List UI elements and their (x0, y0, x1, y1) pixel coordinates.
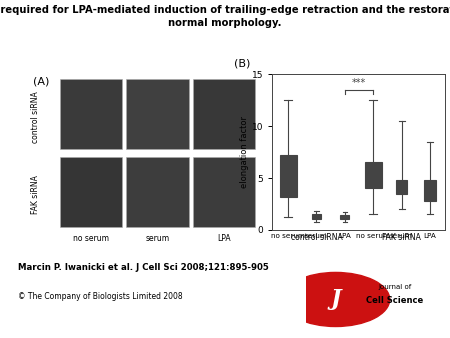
Bar (193, 157, 255, 227)
Text: (B): (B) (234, 58, 251, 68)
Text: FAK siRNA: FAK siRNA (382, 233, 421, 242)
Text: FAK siRNA: FAK siRNA (31, 175, 40, 214)
Bar (60, 157, 122, 227)
Text: control siRNA: control siRNA (31, 91, 40, 143)
Bar (60, 79, 122, 149)
Text: LPA: LPA (217, 234, 230, 243)
Bar (126, 79, 189, 149)
PathPatch shape (312, 214, 321, 219)
Text: (A): (A) (33, 77, 50, 87)
Text: Marcin P. Iwanicki et al. J Cell Sci 2008;121:895-905: Marcin P. Iwanicki et al. J Cell Sci 200… (18, 263, 269, 272)
PathPatch shape (364, 163, 382, 188)
PathPatch shape (396, 180, 408, 194)
Text: serum: serum (145, 234, 169, 243)
Text: FAK is required for LPA-mediated induction of trailing-edge retraction and the r: FAK is required for LPA-mediated inducti… (0, 5, 450, 28)
Text: Journal of: Journal of (378, 284, 412, 290)
Text: J: J (330, 288, 341, 311)
PathPatch shape (340, 215, 349, 219)
Circle shape (282, 272, 390, 327)
Text: Cell Science: Cell Science (366, 296, 424, 305)
Text: control siRNA: control siRNA (291, 233, 342, 242)
Y-axis label: elongation factor: elongation factor (240, 116, 249, 188)
PathPatch shape (279, 155, 297, 197)
Text: © The Company of Biologists Limited 2008: © The Company of Biologists Limited 2008 (18, 292, 183, 301)
Text: ***: *** (352, 78, 366, 88)
PathPatch shape (424, 180, 436, 201)
Bar (126, 157, 189, 227)
Text: no serum: no serum (73, 234, 109, 243)
Bar (193, 79, 255, 149)
